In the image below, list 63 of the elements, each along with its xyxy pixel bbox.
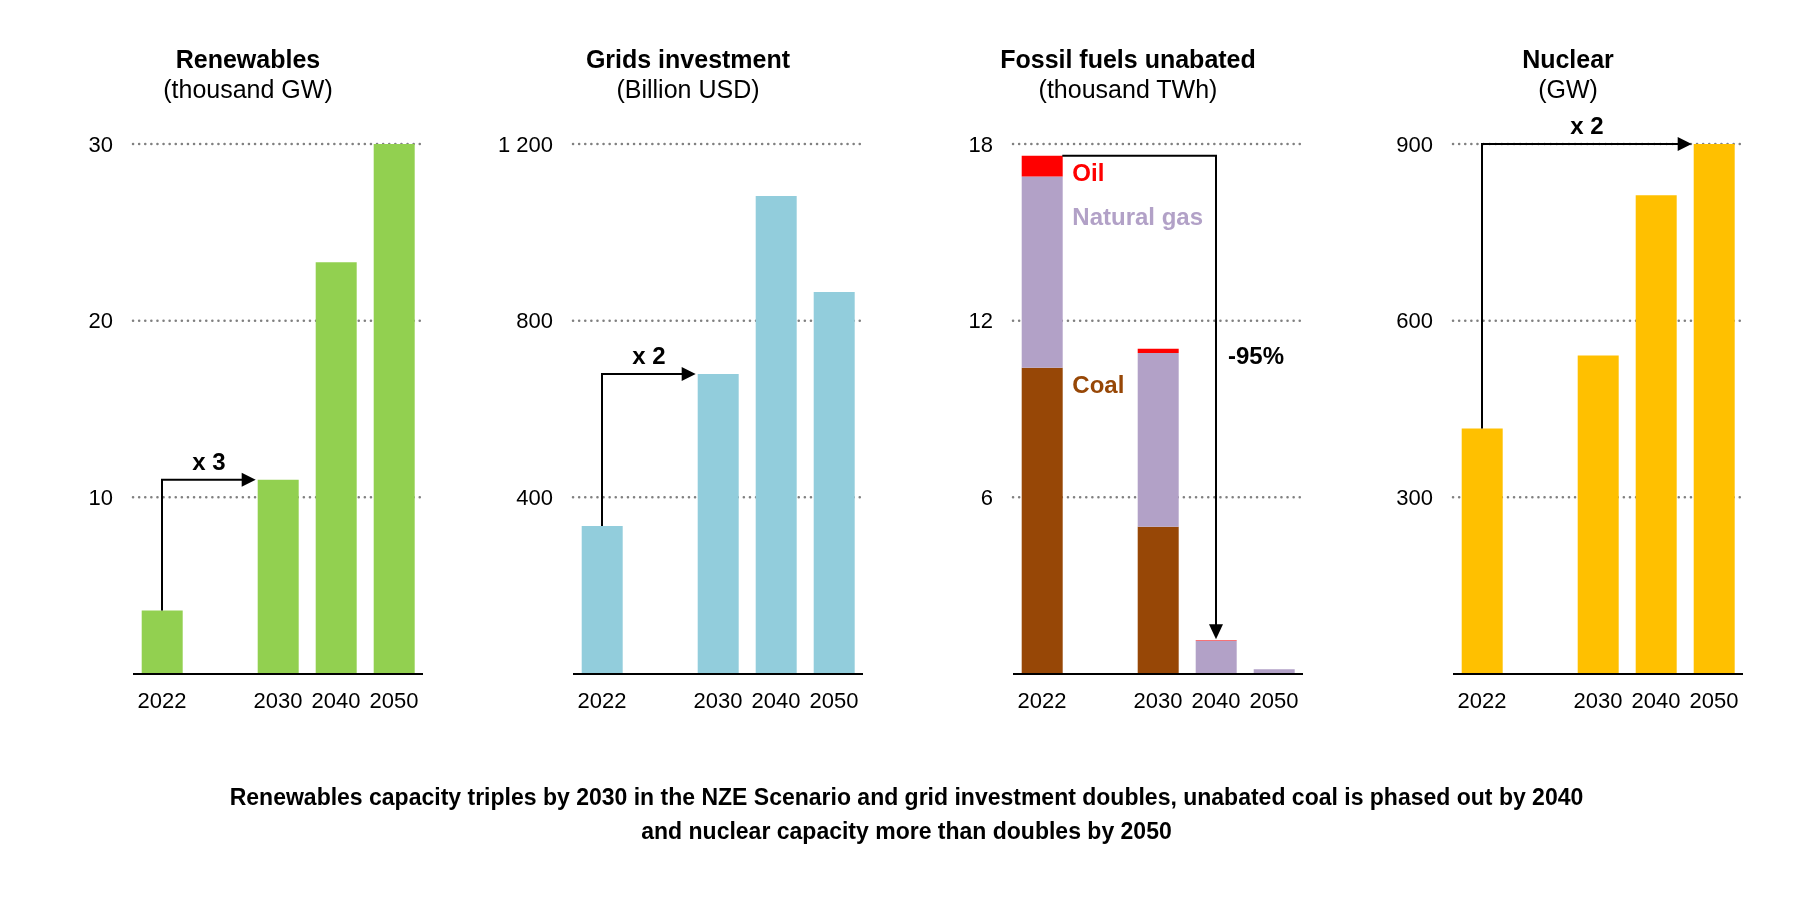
y-tick-label: 400 xyxy=(516,485,553,511)
y-tick-label: 20 xyxy=(88,308,113,334)
chart-title: Renewables xyxy=(174,44,322,74)
bar xyxy=(1195,640,1237,674)
series-label: Natural gas xyxy=(1072,203,1204,231)
x-tick-label: 2022 xyxy=(577,687,627,713)
annotation: x 3 xyxy=(192,447,226,475)
bar xyxy=(1635,195,1677,674)
x-tick-label: 2030 xyxy=(253,687,303,713)
bar xyxy=(315,262,357,674)
x-tick-label: 2050 xyxy=(809,687,859,713)
bar xyxy=(257,479,299,674)
y-tick-label: 800 xyxy=(516,308,553,334)
y-tick-label: 300 xyxy=(1396,485,1433,511)
bar xyxy=(1137,526,1179,674)
bar xyxy=(1021,155,1063,177)
chart-subtitle: (thousand GW) xyxy=(162,74,334,104)
y-tick-label: 600 xyxy=(1396,308,1433,334)
bar xyxy=(697,374,739,674)
x-tick-label: 2022 xyxy=(1457,687,1507,713)
x-tick-label: 2050 xyxy=(1249,687,1299,713)
bar xyxy=(1577,355,1619,674)
text: x 2 xyxy=(1570,112,1604,139)
chart-title: Fossil fuels unabated xyxy=(999,44,1257,74)
x-tick-label: 2030 xyxy=(1133,687,1183,713)
x-tick-label: 2030 xyxy=(1573,687,1623,713)
bar xyxy=(141,610,183,674)
series-label: Oil xyxy=(1072,159,1105,187)
y-tick-label: 1 200 xyxy=(497,131,553,157)
x-tick-label: 2040 xyxy=(751,687,801,713)
text: Renewables capacity triples by 2030 in the NZE Scenario and grid investment doubles, unabated coal is phased out by 2040 and nuclear capacity more than doubles by 2050 xyxy=(228,783,1585,846)
x-tick-label: 2050 xyxy=(1689,687,1739,713)
bar xyxy=(581,526,623,674)
y-tick-label: 30 xyxy=(88,131,113,157)
series-label: Coal xyxy=(1072,371,1125,399)
annotation: -95% xyxy=(1228,342,1285,370)
chart-title: Nuclear xyxy=(1521,44,1615,74)
annotation: x 2 xyxy=(632,342,666,370)
y-tick-label: 6 xyxy=(980,485,993,511)
chart-subtitle: (Billion USD) xyxy=(615,74,761,104)
y-tick-label: 18 xyxy=(968,131,993,157)
y-tick-label: 10 xyxy=(88,485,113,511)
y-tick-label: 900 xyxy=(1396,131,1433,157)
bar xyxy=(1137,348,1179,354)
x-tick-label: 2040 xyxy=(311,687,361,713)
chart-subtitle: (thousand TWh) xyxy=(1037,74,1219,104)
x-tick-label: 2022 xyxy=(137,687,187,713)
bar xyxy=(1137,353,1179,527)
bar xyxy=(373,144,415,674)
x-tick-label: 2050 xyxy=(369,687,419,713)
bar xyxy=(1021,367,1063,674)
chart-subtitle: (GW) xyxy=(1537,74,1599,104)
bar xyxy=(755,196,797,674)
x-tick-label: 2040 xyxy=(1631,687,1681,713)
chart-title: Grids investment xyxy=(584,44,792,74)
x-tick-label: 2030 xyxy=(693,687,743,713)
bar xyxy=(1693,144,1735,674)
bar xyxy=(1021,176,1063,368)
x-tick-label: 2040 xyxy=(1191,687,1241,713)
y-tick-label: 12 xyxy=(968,308,993,334)
x-tick-label: 2022 xyxy=(1017,687,1067,713)
bar xyxy=(813,291,855,674)
bar xyxy=(1461,428,1503,674)
